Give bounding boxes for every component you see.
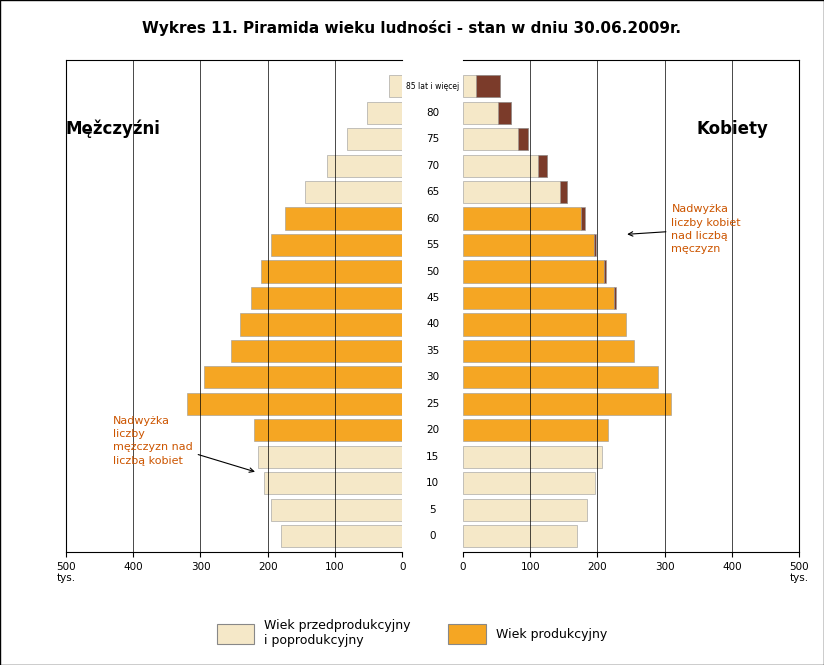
Text: 25: 25 (426, 399, 439, 409)
Text: 35: 35 (426, 346, 439, 356)
Bar (463, 366, 658, 388)
Bar (281, 525, 402, 547)
Bar (463, 446, 602, 467)
Bar (463, 392, 672, 415)
Text: 80: 80 (426, 108, 439, 118)
Bar (614, 287, 616, 309)
Bar (204, 366, 402, 388)
Text: Wykres 11. Piramida wieku ludności - stan w dniu 30.06.2009r.: Wykres 11. Piramida wieku ludności - sta… (143, 20, 681, 36)
Text: 40: 40 (426, 319, 439, 329)
Bar (463, 128, 528, 150)
Bar (327, 154, 402, 177)
Bar (463, 525, 578, 547)
Bar (560, 181, 567, 203)
Bar (463, 472, 595, 494)
Text: 20: 20 (426, 425, 439, 436)
Bar (604, 261, 606, 283)
Text: 60: 60 (426, 213, 439, 223)
Bar (463, 154, 547, 177)
Bar (498, 102, 512, 124)
Text: 15: 15 (426, 452, 439, 462)
Text: 0: 0 (429, 531, 436, 541)
Bar (476, 75, 500, 97)
Bar (271, 234, 402, 256)
Bar (463, 181, 567, 203)
Bar (368, 102, 402, 124)
Bar (265, 472, 402, 494)
Bar (463, 102, 512, 124)
Bar (581, 207, 585, 229)
Text: 70: 70 (426, 161, 439, 171)
Text: 45: 45 (426, 293, 439, 303)
Bar (463, 313, 625, 336)
Text: 75: 75 (426, 134, 439, 144)
Text: Nadwyżka
liczby kobiet
nad liczbą
męczyzn: Nadwyżka liczby kobiet nad liczbą męczyz… (629, 204, 741, 254)
Text: 55: 55 (426, 240, 439, 250)
Bar (284, 207, 402, 229)
Bar (538, 154, 547, 177)
Text: 30: 30 (426, 372, 439, 382)
Text: 10: 10 (426, 478, 439, 488)
Bar (187, 392, 402, 415)
Bar (463, 234, 594, 256)
Text: 5: 5 (429, 505, 436, 515)
Bar (463, 340, 634, 362)
Bar (258, 446, 402, 467)
Text: 85 lat i więcej: 85 lat i więcej (406, 82, 459, 91)
Bar (271, 499, 402, 521)
Bar (594, 234, 596, 256)
Bar (261, 261, 402, 283)
Text: Kobiety: Kobiety (696, 120, 768, 138)
Text: Nadwyżka
liczby
mężczyzn nad
liczbą kobiet: Nadwyżka liczby mężczyzn nad liczbą kobi… (113, 416, 254, 472)
Legend: Wiek przedprodukcyjny
i poprodukcyjny, Wiek produkcyjny: Wiek przedprodukcyjny i poprodukcyjny, W… (212, 614, 612, 652)
Text: Męžczyźni: Męžczyźni (66, 120, 161, 138)
Bar (463, 287, 614, 309)
Bar (347, 128, 402, 150)
Bar (251, 287, 402, 309)
Bar (463, 75, 500, 97)
Bar (463, 499, 588, 521)
Bar (231, 340, 402, 362)
Bar (389, 75, 402, 97)
Bar (463, 207, 581, 229)
Text: 65: 65 (426, 187, 439, 197)
Bar (240, 313, 402, 336)
Bar (255, 419, 402, 442)
Bar (305, 181, 402, 203)
Bar (463, 261, 604, 283)
Bar (463, 419, 607, 442)
Text: 50: 50 (426, 267, 439, 277)
Bar (518, 128, 528, 150)
